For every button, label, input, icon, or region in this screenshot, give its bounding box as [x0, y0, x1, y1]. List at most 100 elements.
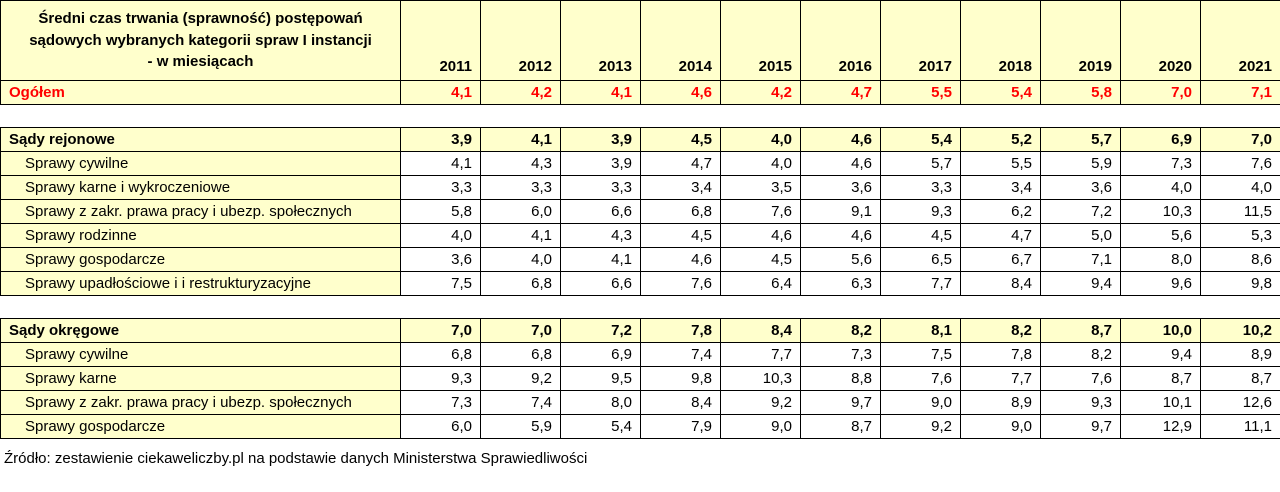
value-cell: 9,1 [800, 199, 881, 224]
value-cell: 3,9 [400, 127, 481, 152]
value-cell: 8,8 [800, 366, 881, 391]
table-title: Średni czas trwania (sprawność) postępow… [0, 0, 401, 81]
value-cell: 3,3 [880, 175, 961, 200]
value-cell: 6,0 [480, 199, 561, 224]
value-cell: 11,1 [1200, 414, 1280, 439]
value-cell: 4,6 [800, 151, 881, 176]
value-cell: 4,3 [480, 151, 561, 176]
value-cell: 4,5 [880, 223, 961, 248]
value-cell: 7,6 [640, 271, 721, 296]
value-cell: 7,0 [1200, 127, 1280, 152]
value-cell: 9,8 [1200, 271, 1280, 296]
spacer-cell [0, 104, 1280, 128]
value-cell: 8,2 [1040, 342, 1121, 367]
value-cell: 4,6 [800, 127, 881, 152]
year-column-header: 2015 [720, 0, 801, 81]
value-cell: 6,5 [880, 247, 961, 272]
value-cell: 12,9 [1120, 414, 1201, 439]
value-cell: 7,8 [960, 342, 1041, 367]
value-cell: 3,3 [560, 175, 641, 200]
header-row: Średni czas trwania (sprawność) postępow… [0, 0, 1280, 81]
value-cell: 4,2 [480, 80, 561, 105]
spacer-row [0, 295, 1280, 319]
value-cell: 9,2 [720, 390, 801, 415]
value-cell: 5,5 [960, 151, 1041, 176]
value-cell: 9,0 [880, 390, 961, 415]
value-cell: 7,5 [880, 342, 961, 367]
value-cell: 3,6 [400, 247, 481, 272]
value-cell: 6,2 [960, 199, 1041, 224]
value-cell: 6,8 [400, 342, 481, 367]
spacer-row [0, 104, 1280, 128]
row-label: Sprawy z zakr. prawa pracy i ubezp. społ… [0, 390, 401, 415]
spacer-cell [0, 295, 1280, 319]
value-cell: 5,6 [800, 247, 881, 272]
table-row: Sprawy cywilne 6,8 6,8 6,9 7,4 7,7 7,3 7,5 7,8 8,… [0, 342, 1280, 367]
year-column-header: 2021 [1200, 0, 1280, 81]
value-cell: 4,0 [480, 247, 561, 272]
value-cell: 5,8 [400, 199, 481, 224]
value-cell: 7,5 [400, 271, 481, 296]
value-cell: 6,8 [480, 342, 561, 367]
table-row: Sprawy karne i wykroczeniowe 3,3 3,3 3,3 3,4… [0, 175, 1280, 200]
value-cell: 5,6 [1120, 223, 1201, 248]
table-row: Sprawy gospodarcze 3,6 4,0 4,1 4,6 4,5 5,6 6,5 6… [0, 247, 1280, 272]
value-cell: 7,1 [1040, 247, 1121, 272]
value-cell: 6,9 [1120, 127, 1201, 152]
year-column-header: 2012 [480, 0, 561, 81]
row-label: Sądy okręgowe [0, 318, 401, 343]
year-column-header: 2011 [400, 0, 481, 81]
value-cell: 4,7 [640, 151, 721, 176]
value-cell: 7,3 [400, 390, 481, 415]
value-cell: 8,9 [960, 390, 1041, 415]
value-cell: 8,7 [1040, 318, 1121, 343]
row-label: Sprawy upadłościowe i i restrukturyzacyj… [0, 271, 401, 296]
value-cell: 9,3 [880, 199, 961, 224]
value-cell: 3,6 [800, 175, 881, 200]
row-label: Ogółem [0, 80, 401, 105]
value-cell: 4,6 [720, 223, 801, 248]
value-cell: 6,8 [480, 271, 561, 296]
row-label: Sądy rejonowe [0, 127, 401, 152]
value-cell: 8,0 [1120, 247, 1201, 272]
value-cell: 3,4 [640, 175, 721, 200]
value-cell: 5,9 [1040, 151, 1121, 176]
value-cell: 3,3 [400, 175, 481, 200]
value-cell: 7,7 [960, 366, 1041, 391]
value-cell: 4,1 [480, 223, 561, 248]
value-cell: 4,6 [640, 80, 721, 105]
value-cell: 10,1 [1120, 390, 1201, 415]
value-cell: 7,8 [640, 318, 721, 343]
value-cell: 4,0 [720, 151, 801, 176]
value-cell: 9,3 [400, 366, 481, 391]
table-title-line-2: sądowych wybranych kategorii spraw I ins… [29, 31, 372, 49]
value-cell: 6,4 [720, 271, 801, 296]
value-cell: 7,6 [1040, 366, 1121, 391]
table-row: Ogółem 4,1 4,2 4,1 4,6 4,2 4,7 5,5 5,4 5,8 7,0 7,1 [0, 80, 1280, 105]
value-cell: 5,7 [1040, 127, 1121, 152]
value-cell: 9,3 [1040, 390, 1121, 415]
row-label: Sprawy cywilne [0, 342, 401, 367]
value-cell: 9,5 [560, 366, 641, 391]
value-cell: 10,3 [1120, 199, 1201, 224]
value-cell: 7,0 [1120, 80, 1201, 105]
value-cell: 11,5 [1200, 199, 1280, 224]
value-cell: 7,7 [880, 271, 961, 296]
value-cell: 3,6 [1040, 175, 1121, 200]
table-row: Sądy okręgowe 7,0 7,0 7,2 7,8 8,4 8,2 8,1 8,2 8,7… [0, 318, 1280, 343]
table-row: Sprawy gospodarcze 6,0 5,9 5,4 7,9 9,0 8,7 9,2 9… [0, 414, 1280, 439]
year-column-header: 2014 [640, 0, 721, 81]
value-cell: 3,4 [960, 175, 1041, 200]
value-cell: 8,4 [960, 271, 1041, 296]
value-cell: 6,8 [640, 199, 721, 224]
value-cell: 5,2 [960, 127, 1041, 152]
table-row: Sprawy cywilne 4,1 4,3 3,9 4,7 4,0 4,6 5,7 5,5 5,… [0, 151, 1280, 176]
value-cell: 7,2 [560, 318, 641, 343]
value-cell: 5,8 [1040, 80, 1121, 105]
value-cell: 9,6 [1120, 271, 1201, 296]
value-cell: 9,4 [1040, 271, 1121, 296]
value-cell: 4,1 [480, 127, 561, 152]
table-title-line-1: Średni czas trwania (sprawność) postępow… [38, 9, 363, 27]
value-cell: 4,6 [640, 247, 721, 272]
table-row: Sprawy rodzinne 4,0 4,1 4,3 4,5 4,6 4,6 4,5 4,7 5… [0, 223, 1280, 248]
